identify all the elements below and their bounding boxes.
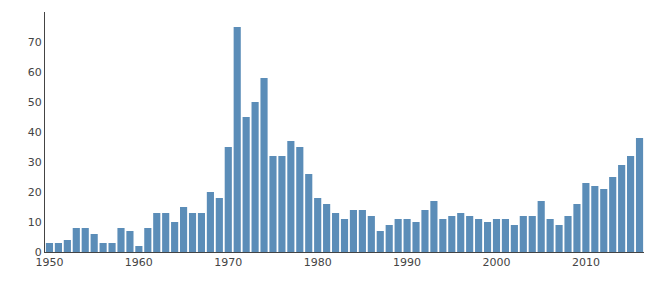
svg-text:30: 30 (28, 156, 42, 169)
svg-text:2000: 2000 (482, 256, 510, 269)
svg-text:2010: 2010 (572, 256, 600, 269)
svg-text:0: 0 (35, 246, 42, 259)
svg-text:1970: 1970 (214, 256, 242, 269)
svg-text:20: 20 (28, 186, 42, 199)
svg-text:60: 60 (28, 66, 42, 79)
svg-text:40: 40 (28, 126, 42, 139)
svg-text:70: 70 (28, 36, 42, 49)
svg-text:50: 50 (28, 96, 42, 109)
svg-text:1960: 1960 (125, 256, 153, 269)
svg-text:1980: 1980 (304, 256, 332, 269)
svg-text:10: 10 (28, 216, 42, 229)
svg-text:1950: 1950 (35, 256, 63, 269)
svg-text:1990: 1990 (393, 256, 421, 269)
